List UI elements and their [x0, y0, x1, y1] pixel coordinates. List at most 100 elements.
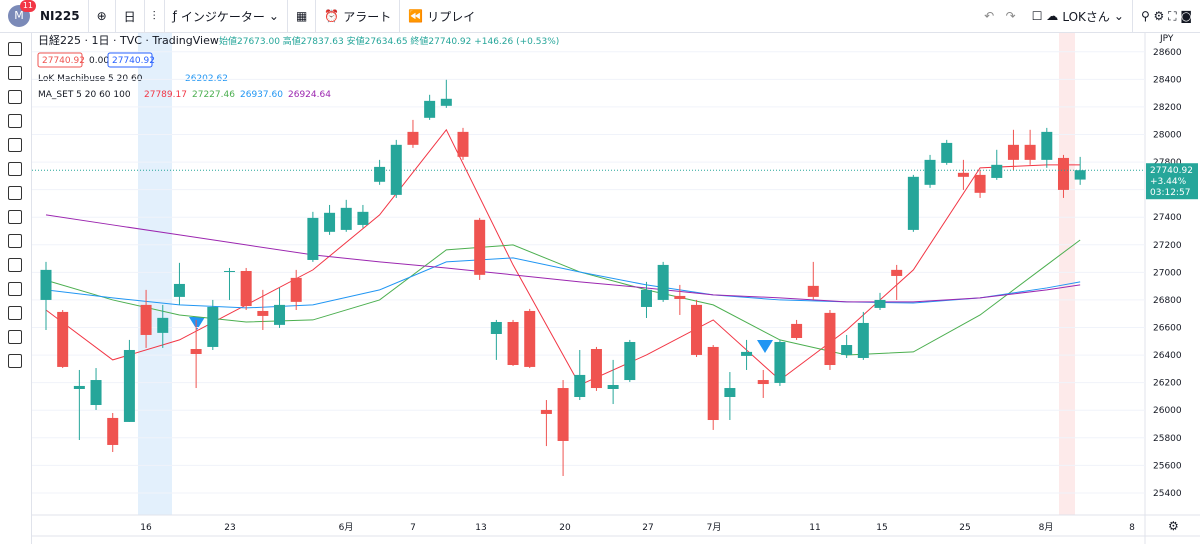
candle-body [57, 311, 69, 367]
symbol-name[interactable]: NI225 [40, 9, 80, 23]
price-timer: 03:12:57 [1150, 188, 1190, 198]
candle-body [240, 270, 252, 307]
candle-body [324, 212, 336, 232]
y-tick-label: 26000 [1153, 406, 1182, 416]
indicator-2-value: 27227.46 [192, 90, 235, 100]
moving-average [45, 239, 1081, 356]
y-tick-label: 26200 [1153, 379, 1182, 389]
tool[interactable] [8, 66, 22, 80]
candle-body [907, 176, 919, 230]
x-tick-label: 20 [559, 523, 571, 533]
y-tick-label: 25400 [1153, 489, 1182, 499]
tool[interactable] [8, 354, 22, 368]
tool[interactable] [8, 162, 22, 176]
tool[interactable] [8, 306, 22, 320]
tool[interactable] [8, 234, 22, 248]
candle-body [857, 322, 869, 358]
alerts[interactable]: ⏰ アラート [316, 0, 401, 32]
candle-body [207, 306, 219, 347]
candle-body [957, 172, 969, 177]
candle-body [374, 166, 386, 182]
y-tick-label: 28600 [1153, 48, 1182, 58]
candle-body [724, 388, 736, 397]
user[interactable]: ☐ ☁ LOKさん ⌄ [1024, 0, 1133, 32]
chart-type[interactable]: ⫶ [145, 0, 165, 32]
candle-body [624, 341, 636, 381]
tool[interactable] [8, 114, 22, 128]
candle-body [924, 159, 936, 185]
y-tick-label: 27200 [1153, 241, 1182, 251]
x-tick-label: 11 [809, 523, 820, 533]
candle-body [474, 219, 486, 275]
candle-body [307, 217, 319, 260]
candle-body [991, 164, 1003, 178]
candle-body [274, 304, 286, 325]
candle-body [524, 310, 536, 367]
tool[interactable] [8, 258, 22, 272]
candle-body [140, 304, 152, 335]
moving-average [45, 214, 1081, 303]
candle-body [40, 269, 52, 300]
undo[interactable]: ↶ ↷ [984, 9, 1016, 23]
x-tick-label: 25 [959, 523, 970, 533]
tools[interactable]: ⚲ ⚙ ⛶ ◙ [1140, 8, 1192, 23]
tool[interactable] [8, 42, 22, 56]
settings[interactable]: ⚙ [1168, 519, 1179, 533]
candle-body [574, 374, 586, 397]
y-tick-label: 27800 [1153, 158, 1182, 168]
ask-box[interactable] [107, 52, 153, 68]
tool[interactable] [8, 282, 22, 296]
top-toolbar: M 11 NI225 ⊕ 日 ⫶ ƒ インジケーター ⌄ ▦ ⏰ アラート ⏪ リ… [0, 0, 1200, 33]
currency: JPY [1159, 34, 1174, 44]
candle-body [257, 310, 269, 316]
candle-body [340, 207, 352, 230]
candle-body [757, 380, 769, 385]
tool[interactable] [8, 90, 22, 104]
replay[interactable]: ⏪ リプレイ [408, 9, 476, 24]
symbol[interactable]: M 11 NI225 [0, 0, 89, 32]
layouts[interactable]: ▦ [288, 0, 317, 32]
tool[interactable] [8, 186, 22, 200]
indicator-2-value: 26924.64 [288, 90, 331, 100]
x-tick-label: 23 [224, 523, 235, 533]
candle-body [590, 349, 602, 389]
candle-body [974, 174, 986, 193]
y-tick-label: 25600 [1153, 461, 1182, 471]
replay-label[interactable]: リプレイ [427, 9, 476, 24]
user-name[interactable]: LOKさん [1062, 9, 1110, 24]
indicator-2: MA_SET 5 20 60 100 [38, 90, 131, 100]
candle-body [190, 349, 202, 354]
candle-body [807, 285, 819, 297]
highlight [1059, 33, 1075, 515]
candle-body [791, 323, 803, 338]
add-symbol[interactable]: ⊕ [89, 0, 116, 32]
tool[interactable] [8, 138, 22, 152]
indicators[interactable]: ƒ インジケーター ⌄ [165, 0, 288, 32]
avatar[interactable]: M 11 [8, 0, 36, 27]
candle-body [390, 144, 402, 195]
interval[interactable]: 日 [116, 0, 145, 32]
tool[interactable] [8, 210, 22, 224]
x-tick-label: 27 [642, 523, 653, 533]
bid: 27740.92 [42, 56, 85, 66]
price-change: +3.44% [1150, 177, 1187, 187]
candle-body [457, 131, 469, 157]
y-tick-label: 25800 [1153, 434, 1182, 444]
highlight [138, 33, 172, 515]
spread: 0.00 [89, 56, 109, 66]
alerts-label[interactable]: アラート [343, 9, 392, 24]
candle-body [157, 317, 169, 333]
candle-body [874, 299, 886, 308]
bid-box[interactable] [37, 52, 83, 68]
candle-body [290, 277, 302, 302]
y-tick-label: 27000 [1153, 268, 1182, 278]
candle-body [707, 346, 719, 421]
candle-body [424, 100, 436, 118]
tool[interactable] [8, 330, 22, 344]
indicators-label[interactable]: インジケーター [180, 9, 265, 24]
y-tick-label: 28200 [1153, 103, 1182, 113]
candle-body [841, 345, 853, 355]
candle-body [891, 269, 903, 276]
candle-body [173, 283, 185, 297]
